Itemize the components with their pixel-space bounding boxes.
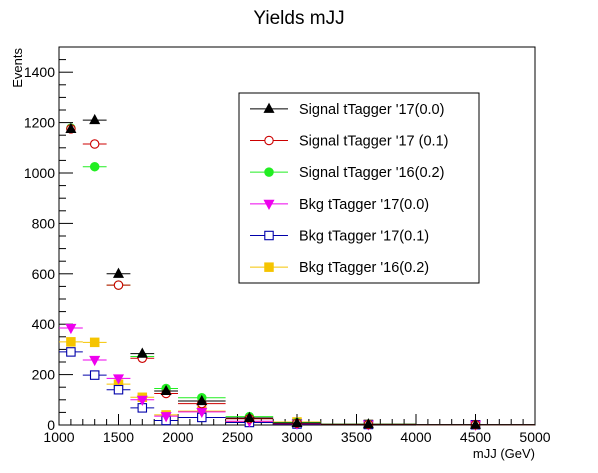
data-point [106,267,131,278]
point-marker [113,384,124,395]
data-point [82,139,107,149]
y-tick-label: 0 [47,417,55,433]
data-point [106,374,131,385]
data-point [59,323,83,335]
y-tick-label: 800 [32,215,56,231]
point-marker [89,113,101,125]
x-tick-label: 3500 [341,429,372,445]
legend-label: Signal tTagger '17(0.0) [299,102,444,118]
data-point [416,418,535,429]
point-marker [65,323,77,335]
point-marker [112,267,125,278]
data-point [178,394,226,406]
data-point [130,347,155,358]
legend-entry: Signal tTagger '17 (0.1) [250,134,448,150]
data-series [59,113,535,431]
series-0 [65,113,535,429]
x-axis-label: mJJ (GeV) [473,446,535,461]
legend-entry: Bkg tTagger '16(0.2) [250,260,429,276]
legend-marker [264,167,274,177]
point-marker [160,384,172,396]
legend-marker [263,102,275,113]
point-marker [196,407,208,419]
data-point [154,412,178,423]
point-marker [136,347,148,358]
data-point [59,347,83,357]
x-tick-label: 4000 [400,429,431,445]
x-tick-label: 1000 [43,429,74,445]
legend-marker [264,135,274,146]
point-marker [291,416,303,428]
legend: Signal tTagger '17(0.0) Signal tTagger '1… [238,92,480,284]
data-point [225,411,274,422]
legend-label: Signal tTagger '16(0.2) [299,165,444,181]
data-point [106,280,131,290]
y-tick-label: 600 [32,266,56,282]
x-tick-label: 2500 [222,429,253,445]
legend-marker [263,199,275,210]
point-marker [196,394,208,406]
legend-label: Bkg tTagger '16(0.2) [299,260,429,276]
data-point [320,418,416,429]
y-axis-ticks: 0 200 400 600 800 1000 1200 1400 [24,46,73,433]
point-marker [89,139,100,149]
point-marker [362,418,374,429]
data-point [82,113,107,125]
data-point [130,395,155,406]
data-point [82,355,107,367]
legend-label: Bkg tTagger '17(0.1) [299,229,429,245]
data-point [59,337,83,347]
y-tick-label: 400 [32,316,56,332]
legend-marker [264,230,274,241]
point-marker [469,418,482,429]
point-marker [113,280,124,290]
point-marker [243,411,255,422]
legend-label: Bkg tTagger '17(0.0) [299,197,429,213]
x-axis-ticks: 1000 1500 2000 2500 3000 3500 4000 4500 5000 [43,414,551,445]
point-marker [66,347,76,357]
legend-entry: Bkg tTagger '17(0.1) [250,229,429,245]
y-tick-label: 1400 [24,64,55,80]
data-point [65,122,77,133]
x-tick-label: 2000 [162,429,193,445]
point-marker [65,122,77,133]
data-point [178,407,226,419]
point-marker [66,337,76,347]
point-marker [112,374,125,385]
legend-entry: Signal tTagger '16(0.2) [250,165,444,181]
chart-title: Yields mJJ [253,8,344,29]
legend-entry: Signal tTagger '17(0.0) [250,102,444,118]
data-point [273,416,321,428]
x-tick-label: 4500 [460,429,491,445]
legend-label: Signal tTagger '17 (0.1) [299,134,448,150]
y-tick-label: 1000 [24,165,55,181]
legend-marker [264,262,274,272]
point-marker [89,370,100,380]
data-point [82,337,107,348]
x-tick-label: 5000 [519,429,550,445]
data-point [82,370,107,380]
y-axis-label: Events [10,48,25,88]
data-point [154,384,178,396]
y-tick-label: 1200 [24,115,55,131]
point-marker [89,355,101,367]
point-marker [89,161,100,172]
point-marker [160,412,172,423]
legend-box [238,92,480,284]
data-point [82,161,107,172]
legend-entry: Bkg tTagger '17(0.0) [250,197,429,213]
x-tick-label: 3000 [281,429,312,445]
point-marker [136,395,148,406]
data-point [106,384,131,395]
point-marker [89,337,100,348]
y-tick-label: 200 [32,367,56,383]
x-tick-label: 1500 [103,429,134,445]
